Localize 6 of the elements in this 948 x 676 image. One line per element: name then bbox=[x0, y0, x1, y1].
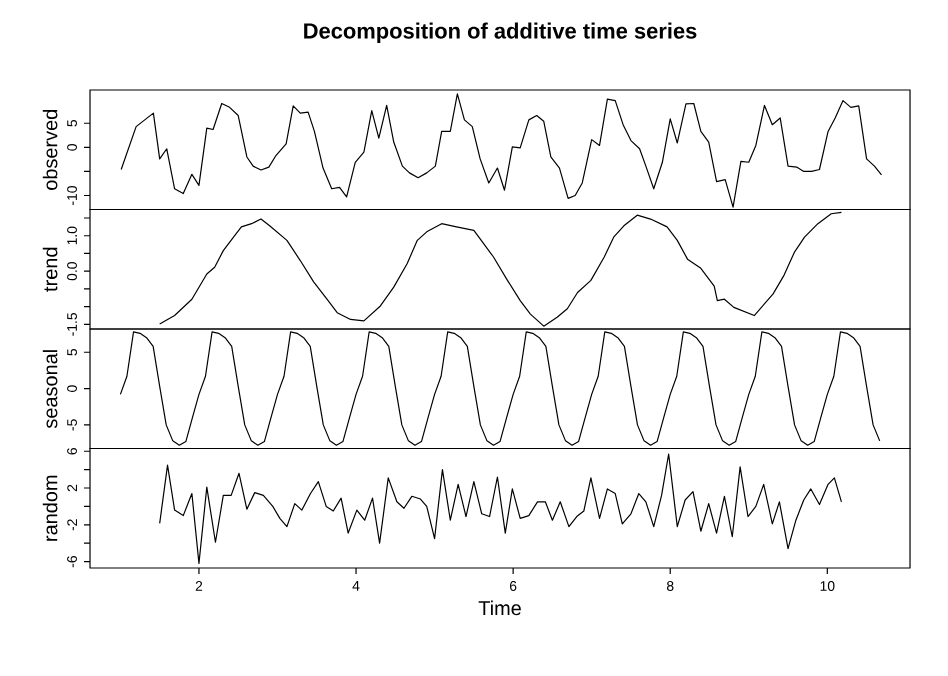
x-axis-title: Time bbox=[478, 600, 521, 616]
y-axis-title: trend bbox=[42, 247, 58, 292]
y-axis-title: observed bbox=[42, 110, 58, 190]
chart-title: Decomposition of additive time series bbox=[304, 22, 697, 43]
y-axis-title: random bbox=[42, 475, 58, 541]
y-axis-title: seasonal bbox=[42, 350, 58, 429]
